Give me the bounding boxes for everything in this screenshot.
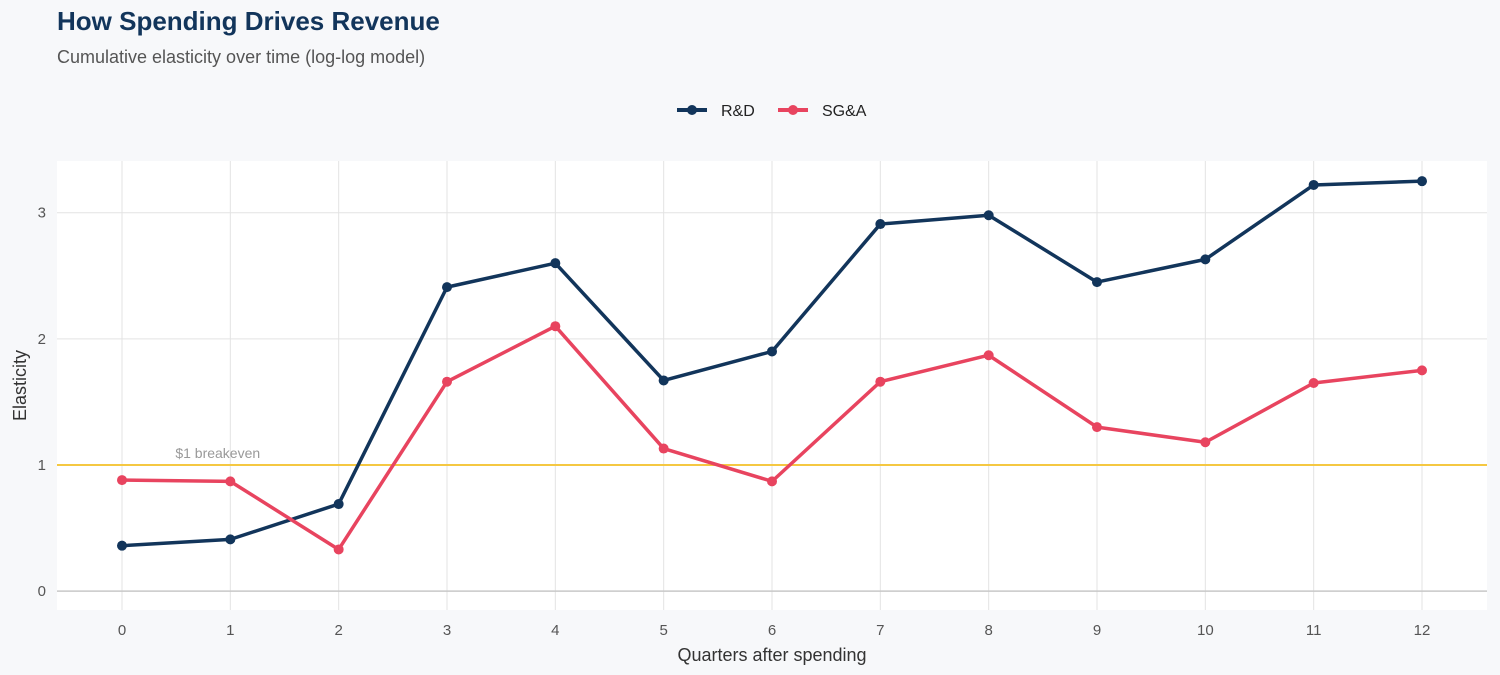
data-point	[442, 282, 452, 293]
legend-key-point	[788, 105, 798, 115]
data-point	[983, 210, 994, 221]
data-point	[875, 219, 886, 230]
x-tick-label: 9	[1093, 622, 1101, 639]
y-tick-label: 0	[38, 583, 46, 600]
data-point	[767, 476, 777, 487]
data-point	[117, 475, 127, 486]
legend-key-point	[687, 105, 697, 115]
data-point	[225, 534, 236, 545]
x-tick-label: 3	[443, 622, 451, 639]
chart-title: How Spending Drives Revenue	[57, 6, 440, 36]
data-point	[1092, 277, 1102, 288]
legend-label: SG&A	[822, 103, 867, 120]
x-tick-label: 5	[659, 622, 667, 639]
x-tick-label: 10	[1197, 622, 1214, 639]
x-tick-label: 4	[551, 622, 559, 639]
data-point	[767, 346, 777, 357]
data-point	[875, 376, 886, 387]
x-tick-label: 6	[768, 622, 776, 639]
x-tick-label: 11	[1306, 622, 1322, 639]
data-point	[333, 499, 344, 510]
data-point	[1200, 254, 1211, 265]
legend-label: R&D	[721, 103, 755, 120]
data-point	[442, 376, 452, 387]
y-axis-title: Elasticity	[10, 350, 30, 421]
data-point	[1308, 377, 1319, 388]
data-point	[1200, 437, 1211, 448]
data-point	[658, 443, 669, 454]
x-tick-label: 1	[226, 622, 234, 639]
data-point	[983, 350, 994, 361]
data-point	[550, 258, 561, 269]
x-tick-label: 12	[1414, 622, 1431, 639]
data-point	[1308, 179, 1319, 190]
x-tick-label: 7	[876, 622, 884, 639]
x-tick-label: 8	[984, 622, 992, 639]
data-point	[550, 321, 561, 332]
data-point	[333, 544, 344, 555]
chart-subtitle: Cumulative elasticity over time (log-log…	[57, 47, 426, 67]
y-tick-label: 2	[38, 331, 46, 348]
x-tick-label: 2	[334, 622, 342, 639]
breakeven-label: $1 breakeven	[175, 445, 260, 461]
data-point	[1417, 365, 1427, 376]
data-point	[225, 476, 236, 487]
x-axis-title: Quarters after spending	[677, 645, 866, 665]
x-tick-label: 0	[118, 622, 126, 639]
data-point	[1092, 422, 1102, 433]
data-point	[117, 540, 127, 551]
data-point	[658, 375, 669, 386]
y-tick-label: 1	[38, 457, 46, 474]
data-point	[1417, 176, 1427, 187]
y-tick-label: 3	[38, 205, 46, 222]
